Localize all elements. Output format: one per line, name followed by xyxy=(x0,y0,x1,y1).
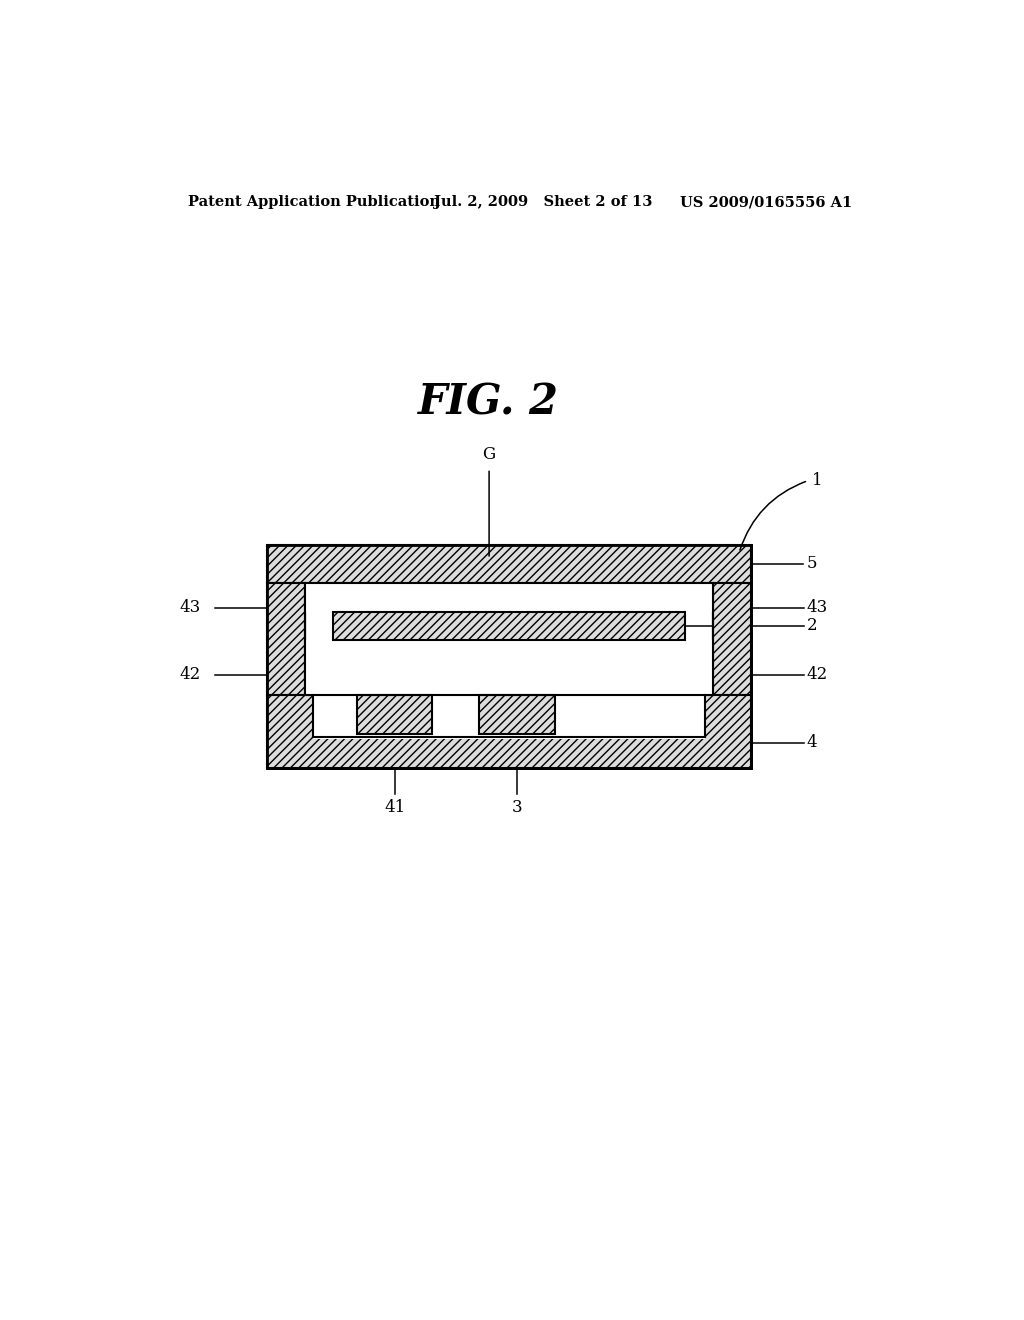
Bar xyxy=(305,583,713,696)
Text: 43: 43 xyxy=(807,599,827,616)
Bar xyxy=(267,545,751,583)
Bar xyxy=(357,696,432,734)
Text: Jul. 2, 2009   Sheet 2 of 13: Jul. 2, 2009 Sheet 2 of 13 xyxy=(433,195,652,209)
Text: 41: 41 xyxy=(384,799,406,816)
Bar xyxy=(267,583,305,696)
Text: 4: 4 xyxy=(807,734,817,751)
Bar xyxy=(313,694,705,739)
Bar xyxy=(267,545,751,768)
Text: 42: 42 xyxy=(179,667,201,684)
Text: Patent Application Publication: Patent Application Publication xyxy=(187,195,439,209)
Bar xyxy=(333,611,685,640)
Bar xyxy=(267,696,751,768)
Text: 5: 5 xyxy=(807,556,817,573)
Text: 3: 3 xyxy=(512,799,522,816)
Bar xyxy=(267,545,751,768)
Text: 2: 2 xyxy=(807,618,817,634)
Bar xyxy=(479,696,555,734)
Bar xyxy=(305,583,713,611)
Bar xyxy=(713,583,751,696)
Bar xyxy=(305,583,713,696)
Text: 43: 43 xyxy=(179,599,201,616)
Text: US 2009/0165556 A1: US 2009/0165556 A1 xyxy=(680,195,852,209)
Text: 42: 42 xyxy=(807,667,827,684)
Bar xyxy=(305,640,713,696)
Text: 1: 1 xyxy=(812,473,822,490)
Text: G: G xyxy=(482,446,496,463)
Text: FIG. 2: FIG. 2 xyxy=(418,381,559,424)
